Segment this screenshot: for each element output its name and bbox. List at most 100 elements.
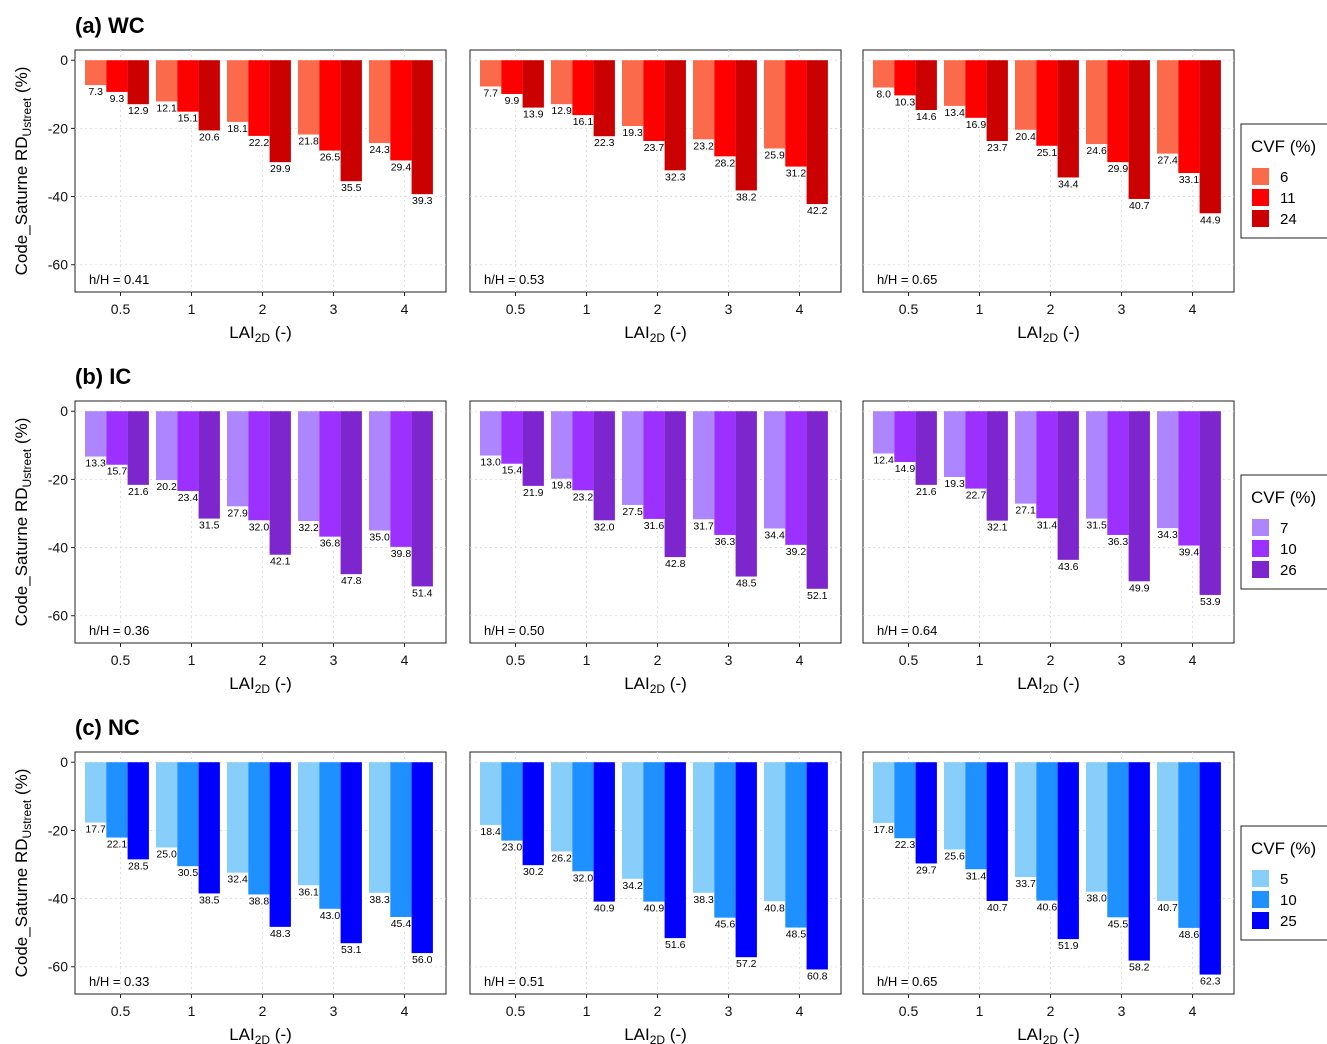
bar <box>1128 60 1150 199</box>
bar <box>390 762 412 917</box>
x-axis-title-sub: 2D <box>1043 331 1059 345</box>
data-label: 28.2 <box>715 157 736 169</box>
data-label-bg <box>711 157 739 169</box>
data-label: 22.2 <box>249 137 270 149</box>
data-label: 18.1 <box>227 123 248 135</box>
data-label-bg <box>761 149 789 161</box>
bar <box>593 60 615 137</box>
data-label: 38.3 <box>693 894 714 906</box>
x-axis-title: LAI2D (-) <box>624 674 687 696</box>
bar <box>106 411 128 465</box>
data-label-bg <box>153 848 181 860</box>
data-label-bg <box>1125 961 1153 973</box>
data-label: 49.9 <box>1129 582 1150 594</box>
x-axis-title-sub: 2D <box>1043 682 1059 696</box>
x-tick-label: 2 <box>654 1003 662 1019</box>
data-label-bg <box>295 521 323 533</box>
legend-swatch <box>1252 561 1269 578</box>
x-tick-label: 3 <box>725 301 733 317</box>
x-tick-label: 0.5 <box>899 301 919 317</box>
x-axis-title: LAI2D (-) <box>229 323 292 345</box>
data-label: 19.3 <box>944 478 965 490</box>
data-label: 20.6 <box>199 131 220 143</box>
y-tick-label: -40 <box>48 189 68 205</box>
bar <box>198 762 220 894</box>
data-label-bg <box>408 195 436 207</box>
x-tick-label: 0.5 <box>899 652 919 668</box>
data-label: 48.5 <box>786 929 807 941</box>
bar <box>1036 411 1058 519</box>
data-label-bg <box>124 860 152 872</box>
data-label-bg <box>891 839 919 851</box>
data-label: 23.2 <box>693 140 714 152</box>
data-label-bg <box>690 893 718 905</box>
data-label: 38.8 <box>249 895 270 907</box>
data-label: 7.7 <box>483 87 498 99</box>
chart-panel: (c) NC17.725.032.436.138.322.130.538.843… <box>12 715 447 1044</box>
data-label-bg <box>1083 892 1111 904</box>
legend-title: CVF (%) <box>1251 839 1316 858</box>
x-axis-title: LAI2D (-) <box>1017 323 1080 345</box>
data-label: 22.3 <box>895 839 916 851</box>
data-label-bg <box>266 927 294 939</box>
data-label: 33.1 <box>1179 174 1200 186</box>
bar <box>1107 762 1129 918</box>
data-label-bg <box>1196 975 1224 987</box>
bar <box>664 411 686 558</box>
data-label: 29.9 <box>1108 163 1129 175</box>
bar <box>369 411 391 531</box>
hh-annotation: h/H = 0.64 <box>877 623 937 638</box>
data-label-bg <box>316 151 344 163</box>
x-tick-label: 3 <box>330 301 338 317</box>
data-label-bg <box>732 958 760 970</box>
bar <box>551 411 573 479</box>
bar <box>643 762 665 902</box>
x-tick-label: 1 <box>583 652 591 668</box>
x-axis-title: LAI2D (-) <box>229 1025 292 1044</box>
data-label: 39.8 <box>391 548 412 560</box>
x-tick-label: 1 <box>583 1003 591 1019</box>
bar <box>806 60 828 205</box>
data-label: 9.9 <box>505 95 520 107</box>
data-label: 28.5 <box>128 860 149 872</box>
data-label: 43.6 <box>1058 561 1079 573</box>
x-tick-label: 1 <box>976 1003 984 1019</box>
bar <box>85 762 107 823</box>
data-label-bg <box>661 558 689 570</box>
bar <box>873 411 895 454</box>
legend-swatch <box>1252 891 1269 908</box>
x-axis-title-sub: 2D <box>650 1033 666 1044</box>
bar <box>965 762 987 870</box>
data-label: 14.6 <box>916 111 937 123</box>
bar <box>572 762 594 872</box>
data-label: 31.5 <box>199 520 220 532</box>
x-tick-label: 3 <box>330 652 338 668</box>
bar <box>248 60 270 136</box>
bar <box>411 762 433 954</box>
data-label-bg <box>619 879 647 891</box>
data-label: 39.3 <box>412 195 433 207</box>
data-label-bg <box>337 944 365 956</box>
data-label-bg <box>477 825 505 837</box>
bar <box>480 60 502 87</box>
data-label: 13.3 <box>85 458 106 470</box>
data-label: 15.4 <box>502 465 523 477</box>
y-tick-label: 0 <box>60 52 68 68</box>
x-tick-label: 1 <box>583 301 591 317</box>
data-label: 40.7 <box>987 902 1008 914</box>
legend-label: 7 <box>1280 520 1288 537</box>
x-axis-title-sub: 2D <box>1043 1033 1059 1044</box>
x-tick-label: 1 <box>188 652 196 668</box>
chart-panel: 13.0 19.8 27.5 31.7 34.4 15.4 23.2 31.6 36.3 39.2… <box>469 400 842 696</box>
bar <box>572 411 594 491</box>
data-label: 52.1 <box>807 590 828 602</box>
data-label: 31.7 <box>693 520 714 532</box>
data-label: 31.4 <box>1037 519 1058 531</box>
data-label: 7.3 <box>88 86 103 98</box>
bar <box>522 60 544 108</box>
legend-swatch <box>1252 210 1269 227</box>
data-label: 25.0 <box>156 848 177 860</box>
data-label: 12.1 <box>156 102 177 114</box>
data-label-bg <box>941 850 969 862</box>
data-label-bg <box>1033 901 1061 913</box>
